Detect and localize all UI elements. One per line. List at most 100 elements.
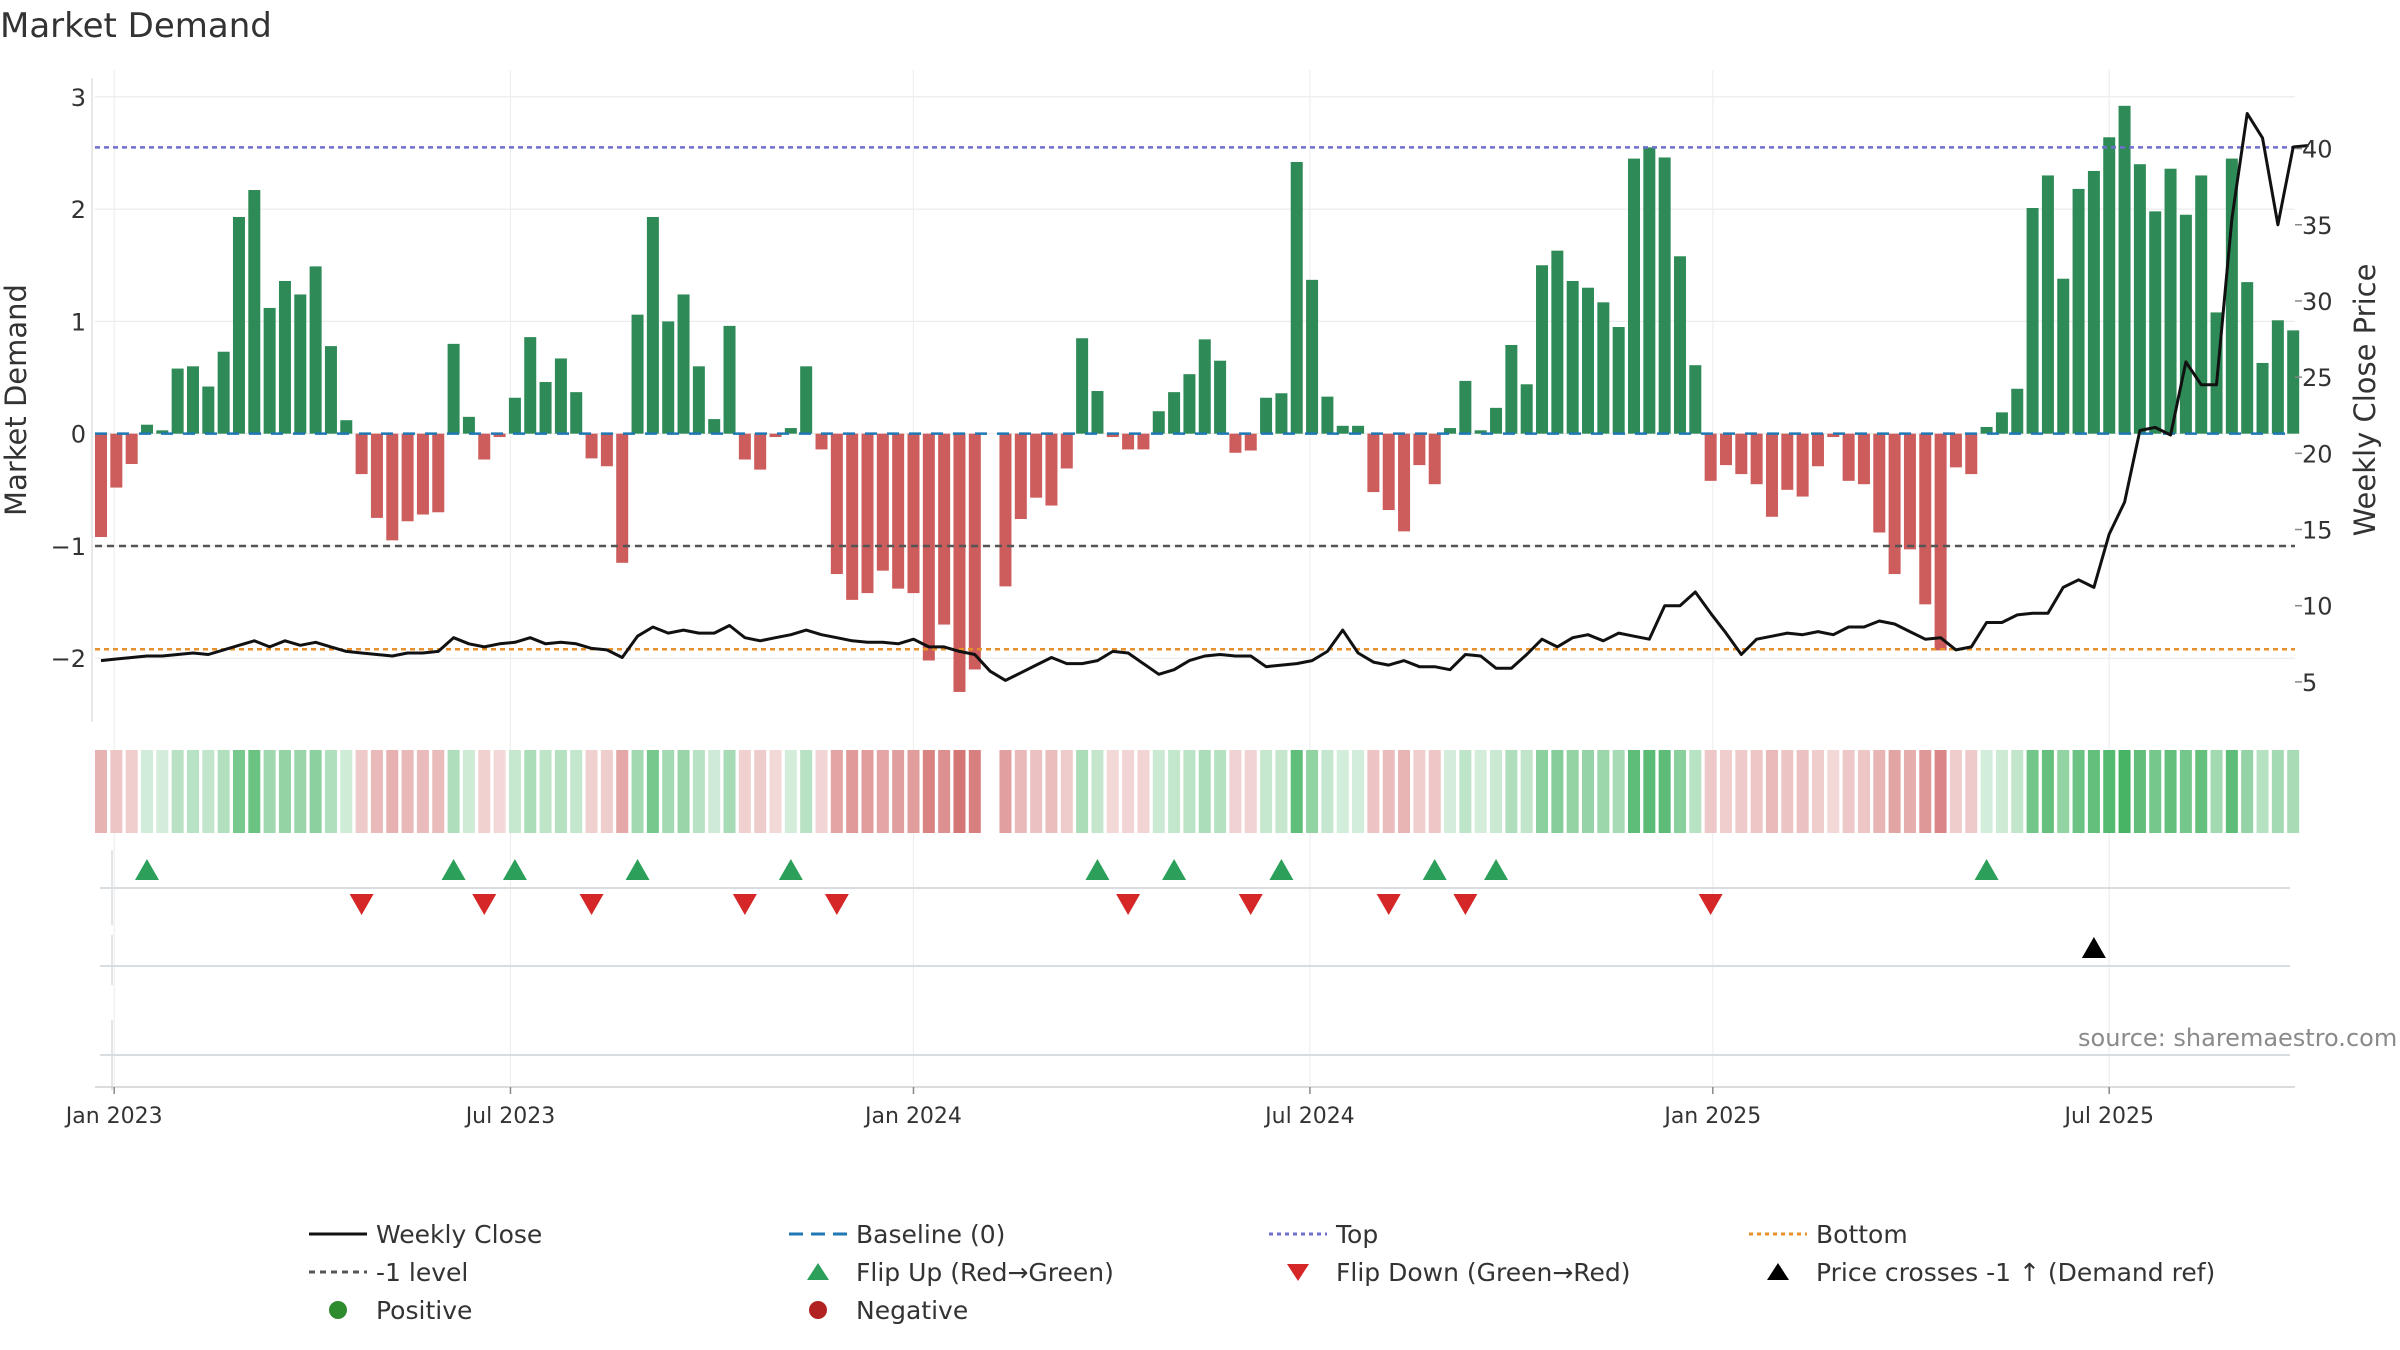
demand-bar (1857, 433, 1870, 485)
heat-cell (2087, 750, 2100, 833)
demand-bar (1014, 433, 1027, 520)
demand-bar (631, 314, 644, 434)
heat-cell (1689, 750, 1702, 833)
demand-bar (1566, 280, 1579, 434)
heat-cell (1214, 750, 1227, 833)
demand-bar (830, 433, 843, 575)
demand-bar (1520, 384, 1533, 434)
demand-bar (1781, 433, 1794, 490)
heat-cell (217, 750, 230, 833)
demand-bar (1980, 426, 1993, 434)
heat-cell (1566, 750, 1579, 833)
legend-label: Flip Up (Red→Green) (856, 1257, 1114, 1287)
demand-bar (2164, 168, 2177, 434)
demand-bar (968, 433, 981, 670)
demand-bar (1995, 412, 2008, 434)
heat-cell (1168, 750, 1181, 833)
demand-bar (1750, 433, 1763, 485)
y2-tick-label: 10 (2302, 593, 2333, 621)
demand-bar (1152, 411, 1165, 434)
demand-bar (2103, 137, 2116, 434)
heat-cell (1459, 750, 1472, 833)
demand-bar (1597, 302, 1610, 434)
heat-cell (1857, 750, 1870, 833)
demand-bar (1382, 433, 1395, 511)
heat-cell (1306, 750, 1319, 833)
demand-bar (1505, 344, 1518, 434)
heat-cell (1980, 750, 1993, 833)
heat-cell (1106, 750, 1119, 833)
demand-bar (2118, 105, 2131, 434)
heat-cell (524, 750, 537, 833)
demand-bar (539, 382, 552, 434)
heat-cell (1811, 750, 1824, 833)
heat-cell (1244, 750, 1257, 833)
heat-cell (1873, 750, 1886, 833)
legend-label: Top (1336, 1219, 1379, 1249)
heat-cell (1122, 750, 1135, 833)
heat-cell (1934, 750, 1947, 833)
heat-cell (1781, 750, 1794, 833)
demand-bar (1474, 430, 1487, 434)
demand-bar (416, 433, 429, 515)
demand-bar (938, 433, 951, 625)
heat-cell (462, 750, 475, 833)
demand-bar (800, 366, 813, 434)
demand-bar (1658, 157, 1671, 434)
heat-cell (938, 750, 951, 833)
demand-bar (1628, 158, 1640, 434)
heat-cell (1336, 750, 1349, 833)
demand-bar (1336, 425, 1349, 434)
heat-cell (2179, 750, 2192, 833)
y2-tick-label: 35 (2302, 212, 2333, 240)
demand-bar (1244, 433, 1257, 451)
x-tick-label: Jan 2025 (1662, 1104, 1761, 1129)
demand-bar (677, 294, 690, 434)
heat-cell (1352, 750, 1365, 833)
legend-item-baseline: Baseline (0) (780, 1215, 1005, 1253)
demand-bar (585, 433, 598, 459)
demand-bar (1919, 433, 1932, 605)
heat-cell (2118, 750, 2131, 833)
y-tick-label: 2 (71, 196, 86, 224)
demand-bar (370, 433, 383, 518)
flip-up-marker (502, 859, 527, 880)
demand-bar (156, 430, 169, 434)
demand-bar (1444, 428, 1457, 434)
demand-bar (386, 433, 399, 541)
heat-cell (1367, 750, 1380, 833)
demand-bar (1811, 433, 1824, 467)
heat-cell (1628, 750, 1640, 833)
demand-bar (1673, 256, 1686, 434)
demand-bar (1076, 338, 1089, 434)
flip-down-marker (472, 894, 497, 915)
demand-bar (263, 307, 276, 434)
demand-bar (738, 433, 751, 460)
heat-cell (892, 750, 905, 833)
demand-bar (1827, 433, 1840, 438)
demand-bar (892, 433, 905, 589)
demand-bar (1183, 374, 1196, 434)
demand-bar (1689, 365, 1702, 434)
demand-bar (876, 433, 889, 571)
legend-label: Baseline (0) (856, 1219, 1006, 1249)
heat-cell (646, 750, 659, 833)
x-tick-label: Jan 2023 (64, 1104, 163, 1129)
demand-bar (784, 428, 797, 434)
demand-bar (2256, 362, 2269, 434)
heat-cell (585, 750, 598, 833)
y-tick-label: 0 (71, 421, 86, 449)
demand-bar (1367, 433, 1380, 493)
flip-down-marker (579, 894, 604, 915)
flip-up-marker (1269, 859, 1294, 880)
heat-cell (1643, 750, 1656, 833)
demand-bar (2271, 320, 2284, 434)
legend-label: -1 level (376, 1257, 469, 1287)
y2-tick-label: 30 (2302, 288, 2333, 316)
heat-cell (140, 750, 153, 833)
heat-cell (1229, 750, 1242, 833)
heat-cell (677, 750, 690, 833)
heat-cell (493, 750, 506, 833)
demand-bar (723, 325, 736, 434)
heat-cell (309, 750, 322, 833)
